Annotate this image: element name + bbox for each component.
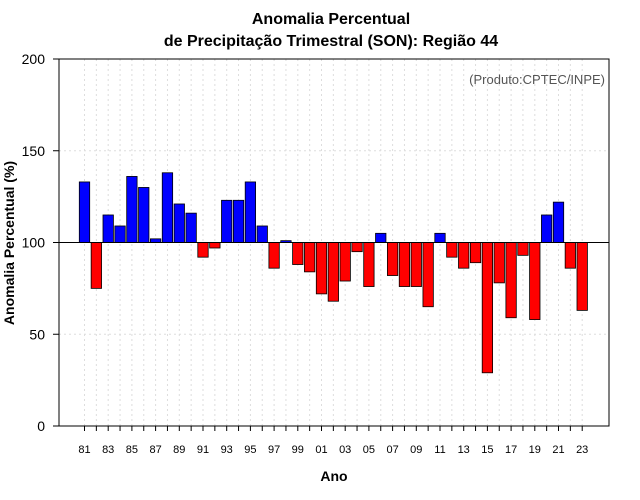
bar-82 bbox=[90, 242, 102, 289]
x-tick-label: 85 bbox=[126, 444, 138, 456]
x-tick-label: 03 bbox=[339, 444, 351, 456]
bar-83 bbox=[102, 214, 114, 243]
bar-11 bbox=[434, 232, 446, 243]
bar-07 bbox=[386, 242, 399, 276]
bar-04 bbox=[351, 242, 363, 253]
x-tick-label: 19 bbox=[529, 444, 541, 456]
x-tick-label: 07 bbox=[386, 444, 398, 456]
bar-20 bbox=[541, 214, 553, 243]
y-tick-label: 50 bbox=[29, 326, 45, 342]
credit-label: (Produto:CPTEC/INPE) bbox=[469, 72, 605, 87]
bar-18 bbox=[517, 242, 529, 256]
bar-89 bbox=[173, 203, 185, 243]
x-tick-label: 87 bbox=[149, 444, 161, 456]
y-axis-ticks: 0 50 100 150 200 bbox=[22, 51, 59, 434]
bar-00 bbox=[304, 242, 316, 273]
bar-01 bbox=[315, 242, 328, 295]
x-axis-ticks: 81 83 85 87 89 91 93 95 97 99 01 03 05 07 09 11 13 15 17 19… bbox=[78, 426, 588, 456]
x-tick-label: 09 bbox=[410, 444, 422, 456]
bar-95 bbox=[244, 181, 256, 243]
bar-22 bbox=[564, 242, 576, 269]
bar-06 bbox=[375, 232, 387, 243]
x-tick-label: 91 bbox=[197, 444, 209, 456]
grid-lines bbox=[59, 59, 609, 426]
x-tick-label: 99 bbox=[292, 444, 304, 456]
bar-90 bbox=[185, 212, 197, 243]
bar-16 bbox=[493, 242, 505, 284]
y-tick-label: 200 bbox=[22, 51, 46, 67]
x-tick-label: 15 bbox=[481, 444, 493, 456]
y-tick-label: 0 bbox=[37, 418, 45, 434]
bar-88 bbox=[161, 172, 174, 243]
bar-81 bbox=[78, 181, 91, 243]
bar-05 bbox=[363, 242, 375, 287]
bar-91 bbox=[197, 242, 209, 258]
chart-title-line1: Anomalia Percentual bbox=[252, 11, 410, 28]
x-tick-label: 13 bbox=[458, 444, 470, 456]
chart-title-line2: de Precipitação Trimestral (SON): Região… bbox=[164, 33, 498, 50]
bar-12 bbox=[446, 242, 458, 258]
bar-02 bbox=[327, 242, 339, 302]
bar-99 bbox=[292, 242, 304, 265]
bar-17 bbox=[505, 242, 517, 319]
bar-series bbox=[78, 172, 588, 374]
x-tick-label: 93 bbox=[221, 444, 233, 456]
x-tick-label: 17 bbox=[505, 444, 517, 456]
bar-97 bbox=[268, 242, 280, 269]
x-tick-label: 11 bbox=[434, 444, 445, 456]
bar-09 bbox=[410, 242, 422, 287]
x-tick-label: 01 bbox=[315, 444, 327, 456]
bar-15 bbox=[481, 242, 494, 374]
y-axis-label: Anomalia Percentual (%) bbox=[1, 161, 17, 325]
bar-19 bbox=[529, 242, 541, 320]
bar-96 bbox=[256, 225, 268, 243]
x-axis-label: Ano bbox=[320, 468, 347, 484]
bar-03 bbox=[339, 242, 351, 282]
bar-13 bbox=[458, 242, 470, 269]
bar-21 bbox=[552, 201, 565, 243]
bar-14 bbox=[469, 242, 482, 264]
bar-92 bbox=[209, 242, 221, 249]
x-tick-label: 95 bbox=[244, 444, 256, 456]
bar-84 bbox=[114, 225, 126, 243]
bar-94 bbox=[232, 199, 245, 243]
bar-10 bbox=[422, 242, 434, 308]
x-tick-label: 81 bbox=[78, 444, 90, 456]
x-tick-label: 05 bbox=[363, 444, 375, 456]
x-tick-label: 97 bbox=[268, 444, 280, 456]
y-tick-label: 150 bbox=[22, 143, 46, 159]
bar-87 bbox=[149, 238, 162, 243]
x-tick-label: 83 bbox=[102, 444, 114, 456]
bar-93 bbox=[221, 199, 233, 243]
x-tick-label: 21 bbox=[552, 444, 564, 456]
bar-86 bbox=[138, 187, 150, 243]
x-tick-label: 89 bbox=[173, 444, 185, 456]
y-tick-label: 100 bbox=[22, 235, 46, 251]
x-tick-label: 23 bbox=[576, 444, 588, 456]
bar-85 bbox=[126, 176, 138, 243]
bar-23 bbox=[576, 242, 588, 311]
bar-08 bbox=[398, 242, 411, 287]
